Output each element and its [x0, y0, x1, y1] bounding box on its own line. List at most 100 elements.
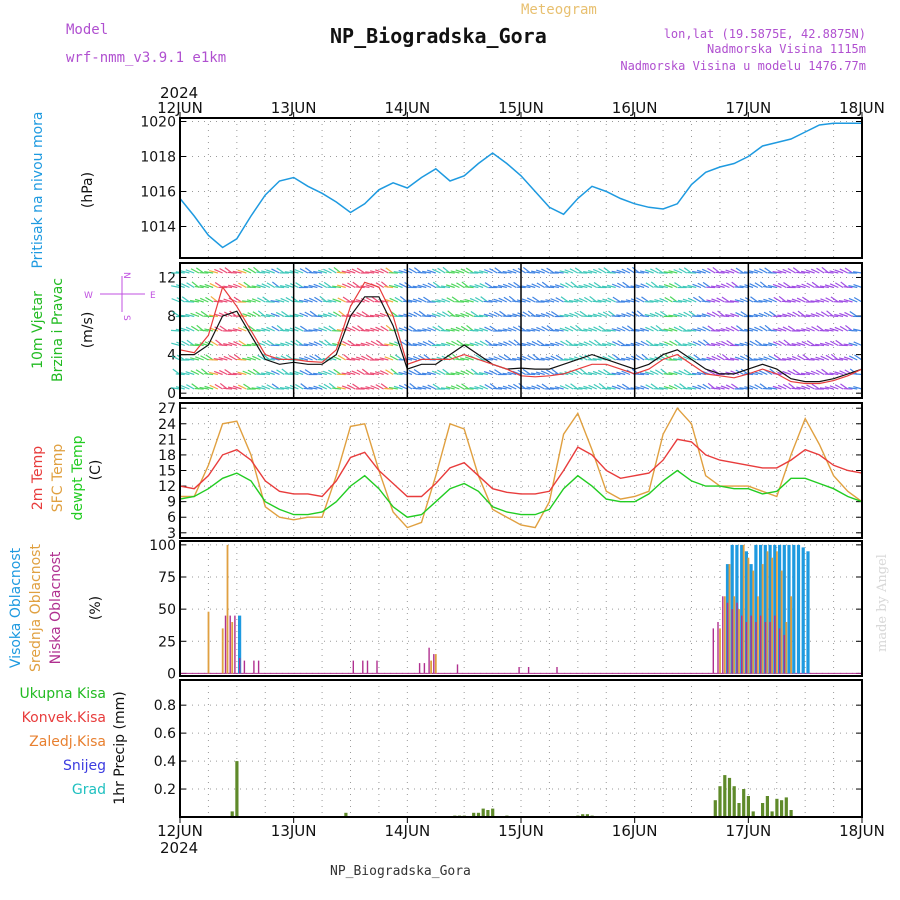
wind-barb: [597, 356, 607, 361]
wind-barb: [549, 285, 560, 289]
wind-barb: [782, 268, 792, 274]
wind-barb: [769, 310, 778, 317]
wind-barb: [668, 384, 678, 390]
wind-barb: [687, 329, 697, 332]
wind-barb: [720, 283, 730, 289]
wind-barb: [374, 371, 384, 376]
wind-barb: [474, 373, 484, 376]
wind-barb: [825, 297, 834, 303]
wind-barb: [852, 373, 863, 376]
wind-barb: [588, 384, 598, 390]
wind-barb: [655, 267, 664, 274]
wind-barb: [830, 340, 839, 347]
wind-barb: [270, 370, 280, 376]
wind-barb: [341, 385, 351, 390]
wind-barb: [692, 270, 702, 274]
wind-barb: [800, 372, 810, 376]
wind-barb: [701, 357, 711, 361]
wind-barb: [606, 271, 616, 274]
wind-barb: [602, 298, 612, 303]
wind-barb: [407, 299, 417, 303]
wind-barb: [740, 311, 749, 318]
x-tick-label-top: 12JUN: [157, 99, 203, 117]
cloud-low-bar: [527, 667, 530, 674]
wind-barb: [587, 314, 597, 318]
wind-barb: [284, 373, 294, 376]
x-tick-label-top: 14JUN: [384, 99, 430, 117]
wind-barb: [450, 372, 460, 376]
wind-barb: [426, 314, 436, 318]
model-name: wrf-nmm_v3.9.1 e1km: [66, 50, 226, 66]
wind-barb: [474, 284, 484, 289]
wind-barb: [810, 268, 820, 274]
wind-barb: [195, 356, 204, 361]
wind-barb: [796, 297, 806, 303]
cloud-low-bar: [428, 647, 430, 674]
wind-barb: [436, 312, 446, 318]
wind-barb: [370, 385, 380, 390]
cloud-mid-bar: [785, 622, 788, 674]
cloud-low-bar: [239, 658, 241, 674]
wind-barb: [350, 300, 361, 303]
wind-barb: [260, 314, 271, 318]
wind-barb: [715, 271, 725, 274]
wind-barb: [677, 344, 687, 347]
wind-barb: [242, 300, 252, 303]
wind-barb: [280, 285, 290, 289]
wind-barb: [422, 372, 432, 376]
wind-barb: [583, 341, 593, 347]
wind-barb: [726, 339, 735, 346]
wind-barb: [568, 299, 578, 303]
wind-barb: [417, 342, 427, 347]
wind-barb: [322, 370, 332, 376]
wind-barb: [227, 271, 237, 274]
wind-barb: [323, 326, 332, 332]
y-tick-label: 1020: [140, 115, 176, 131]
wind-barb: [502, 270, 512, 274]
wind-barbs: [170, 266, 863, 390]
wind-barb: [530, 315, 540, 318]
wind-barb: [195, 369, 204, 376]
wind-barb: [332, 285, 342, 289]
wind-barb: [417, 297, 427, 303]
precip-bar: [230, 811, 234, 817]
wind-barb: [806, 327, 815, 332]
wind-barb: [422, 385, 432, 390]
wind-barb: [796, 386, 806, 390]
wind-barb: [641, 296, 650, 303]
wind-barb: [611, 283, 621, 289]
temp-2m-label: 2m Temp: [30, 446, 46, 510]
precip-bar: [472, 812, 476, 817]
wind-barb: [318, 269, 327, 274]
wind-barb: [341, 372, 351, 376]
wind-barb: [393, 328, 403, 332]
wind-barb: [521, 285, 531, 289]
wind-barb: [450, 283, 460, 289]
wind-barb: [554, 386, 564, 390]
x-tick-label-bottom: 14JUN: [384, 822, 430, 840]
wind-barb: [493, 311, 503, 318]
wind-barb: [800, 270, 811, 274]
wind-barb: [507, 314, 517, 318]
wind-barb: [517, 369, 527, 376]
wind-barb: [474, 271, 484, 274]
wind-barb: [753, 371, 763, 376]
wind-barb: [308, 342, 318, 347]
cloud-low-bar: [774, 615, 776, 674]
wind-barb: [512, 313, 522, 318]
wind-barb: [237, 384, 247, 390]
wind-barb: [199, 329, 209, 332]
wind-barb: [801, 341, 811, 347]
wind-barb: [450, 314, 460, 318]
wind-barb: [531, 283, 541, 289]
wind-barb: [810, 313, 820, 318]
wind-barb: [446, 297, 455, 303]
wind-barb: [484, 383, 493, 390]
cloud-low-bar: [229, 615, 231, 674]
wind-barb: [749, 327, 758, 332]
panel-frame: [179, 540, 863, 677]
wind-barb: [469, 329, 479, 332]
wind-barb: [303, 387, 313, 390]
wind-barb: [261, 340, 271, 347]
wind-barb: [218, 344, 228, 347]
